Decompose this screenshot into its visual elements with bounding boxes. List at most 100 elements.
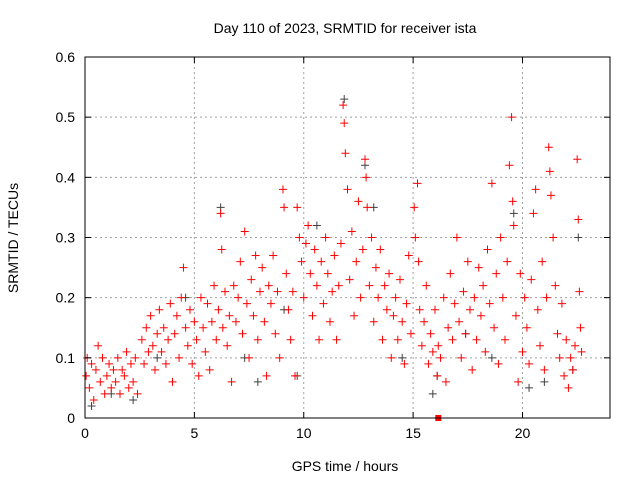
data-point	[310, 245, 319, 254]
data-point	[431, 305, 439, 314]
data-point	[411, 233, 420, 242]
data-point	[271, 329, 280, 338]
data-point	[518, 347, 527, 356]
data-point	[511, 311, 520, 320]
data-point	[157, 347, 166, 356]
data-point	[186, 305, 194, 314]
data-point	[301, 239, 310, 248]
data-point	[436, 353, 445, 362]
data-point	[434, 341, 443, 350]
data-point	[358, 245, 367, 254]
data-point	[371, 263, 380, 272]
data-point	[479, 281, 488, 290]
x-tick-label: 5	[190, 425, 198, 441]
data-point	[487, 353, 496, 362]
data-point	[402, 299, 411, 308]
data-point	[538, 257, 547, 266]
data-point	[188, 359, 197, 368]
data-point	[87, 359, 96, 368]
data-point	[496, 233, 505, 242]
data-point	[398, 317, 407, 326]
data-point	[516, 269, 525, 278]
data-point	[362, 173, 371, 182]
data-point	[536, 341, 544, 350]
data-point	[148, 341, 157, 350]
data-point	[82, 371, 91, 380]
data-point	[221, 287, 229, 296]
data-point	[328, 287, 337, 296]
data-point	[293, 203, 302, 212]
data-point	[323, 269, 332, 278]
data-point	[481, 347, 490, 356]
data-point	[131, 353, 140, 362]
data-point	[470, 293, 479, 302]
data-point	[253, 377, 262, 386]
data-point	[129, 395, 138, 404]
data-point	[472, 335, 481, 344]
data-point	[461, 329, 470, 338]
data-point	[448, 335, 457, 344]
data-point	[223, 341, 232, 350]
data-point	[525, 383, 534, 392]
data-point	[576, 323, 585, 332]
data-point	[231, 317, 240, 326]
data-point	[459, 287, 468, 296]
data-point	[374, 293, 383, 302]
data-point	[240, 227, 249, 236]
data-point	[151, 365, 159, 374]
data-point	[218, 323, 227, 332]
data-point	[266, 299, 275, 308]
data-point	[415, 305, 424, 314]
data-point	[238, 329, 247, 338]
data-point	[87, 401, 96, 410]
data-point	[212, 335, 221, 344]
data-point	[574, 233, 583, 242]
data-point	[557, 299, 566, 308]
data-point	[365, 281, 374, 290]
data-point	[170, 329, 179, 338]
data-point	[463, 257, 472, 266]
data-point	[122, 347, 131, 356]
data-point	[380, 281, 389, 290]
data-point	[264, 281, 273, 290]
data-point	[414, 257, 423, 266]
data-point	[494, 359, 503, 368]
data-point	[566, 353, 575, 362]
data-point	[568, 365, 577, 374]
data-point	[116, 389, 124, 398]
data-point	[205, 365, 214, 374]
data-point	[107, 383, 116, 392]
data-point	[424, 359, 433, 368]
data-point	[98, 353, 107, 362]
data-point	[175, 353, 184, 362]
data-point	[444, 323, 453, 332]
data-point	[564, 383, 573, 392]
data-point	[144, 347, 153, 356]
data-point	[312, 221, 321, 230]
data-point	[199, 323, 208, 332]
data-point	[249, 311, 258, 320]
data-point	[229, 281, 238, 290]
data-point	[352, 257, 361, 266]
data-point	[476, 311, 485, 320]
x-axis-label: GPS time / hours	[292, 458, 399, 474]
data-point	[363, 203, 372, 212]
data-point	[133, 389, 142, 398]
data-point	[275, 353, 284, 362]
data-point	[217, 245, 226, 254]
data-point	[172, 311, 181, 320]
data-point	[347, 227, 356, 236]
data-point	[503, 257, 512, 266]
data-point	[391, 293, 400, 302]
data-point	[571, 341, 579, 350]
data-point	[417, 341, 426, 350]
data-point	[142, 323, 151, 332]
data-point	[339, 101, 348, 110]
data-point	[288, 287, 297, 296]
x-tick-label: 0	[81, 425, 89, 441]
data-point	[341, 149, 350, 158]
data-point	[194, 371, 203, 380]
data-point	[196, 293, 205, 302]
data-point	[304, 221, 313, 230]
data-point	[321, 233, 330, 242]
